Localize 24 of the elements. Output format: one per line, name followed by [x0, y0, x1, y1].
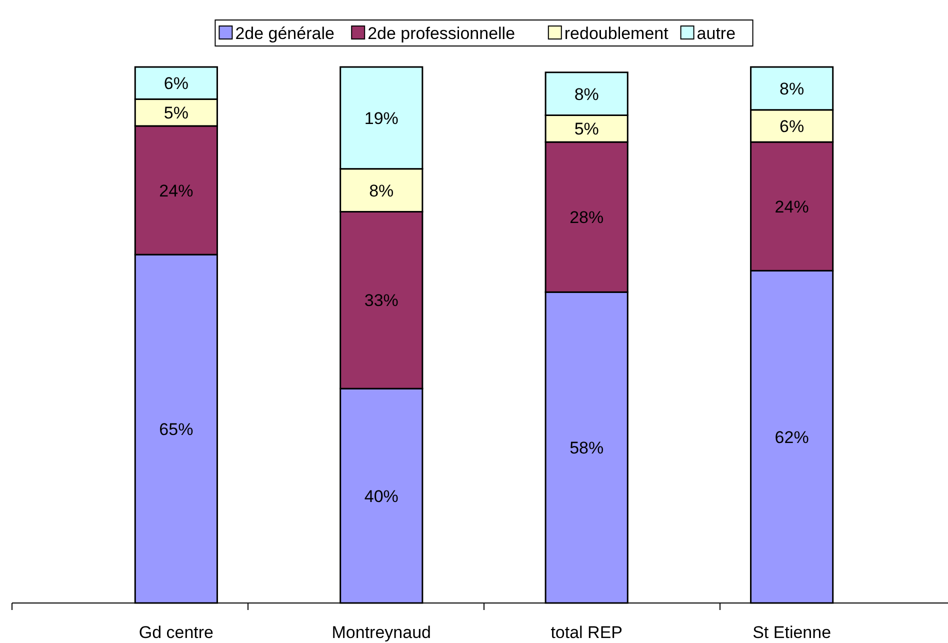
data-label: 6%: [164, 74, 188, 94]
data-label: 28%: [570, 208, 604, 228]
data-label: 65%: [159, 420, 194, 439]
data-label: 5%: [574, 120, 599, 139]
data-label: 33%: [364, 291, 398, 310]
x-tick-label: Gd centre: [138, 623, 214, 642]
data-label: 24%: [159, 181, 194, 200]
legend-label: 2de professionnelle: [368, 24, 516, 43]
data-label: 58%: [570, 438, 604, 458]
data-label: 62%: [774, 428, 809, 447]
data-label: 5%: [164, 104, 188, 123]
legend-label: autre: [696, 24, 736, 43]
legend-label: 2de générale: [235, 24, 334, 43]
data-label: 8%: [369, 181, 394, 200]
x-tick-label: Montreynaud: [332, 623, 432, 642]
x-tick-label: total REP: [550, 623, 623, 642]
data-label: 24%: [774, 197, 809, 216]
data-label: 8%: [780, 79, 804, 98]
data-label: 40%: [364, 486, 398, 506]
data-label: 19%: [364, 108, 398, 128]
x-tick-label: St Etienne: [752, 623, 832, 642]
data-label: 8%: [574, 84, 599, 104]
legend-label: redoublement: [564, 24, 669, 43]
data-label: 6%: [780, 116, 804, 136]
